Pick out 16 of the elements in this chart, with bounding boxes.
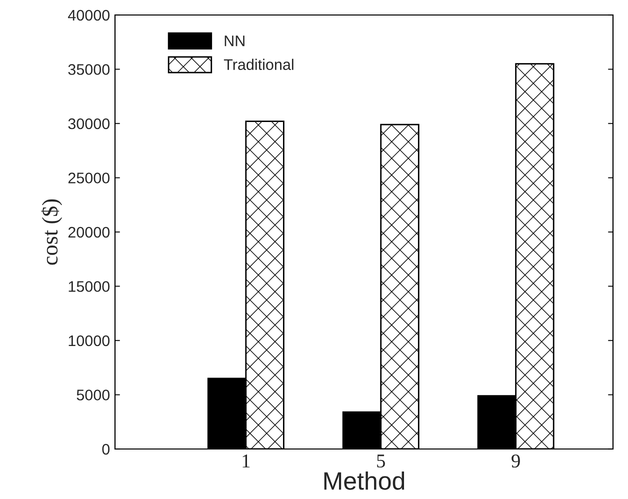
legend-label: NN <box>224 36 244 46</box>
y-tick-label: 15000 <box>68 281 110 292</box>
y-tick-label: 0 <box>102 444 110 455</box>
y-tick-label: 25000 <box>68 172 110 184</box>
y-tick-label: 20000 <box>68 226 110 238</box>
y-tick-label: 40000 <box>68 10 110 21</box>
y-tick-label: 5000 <box>76 390 110 400</box>
y-tick-label: 30000 <box>68 118 110 130</box>
x-tick-label: 9 <box>512 454 520 468</box>
x-tick-label: 1 <box>242 454 250 468</box>
x-axis-title: Method <box>324 471 404 490</box>
y-tick-label: 35000 <box>68 64 110 75</box>
legend-label: Traditional <box>224 58 294 70</box>
y-axis-title: cost ($) <box>41 199 62 265</box>
x-tick-label: 5 <box>377 454 385 468</box>
y-tick-label: 10000 <box>68 335 110 346</box>
